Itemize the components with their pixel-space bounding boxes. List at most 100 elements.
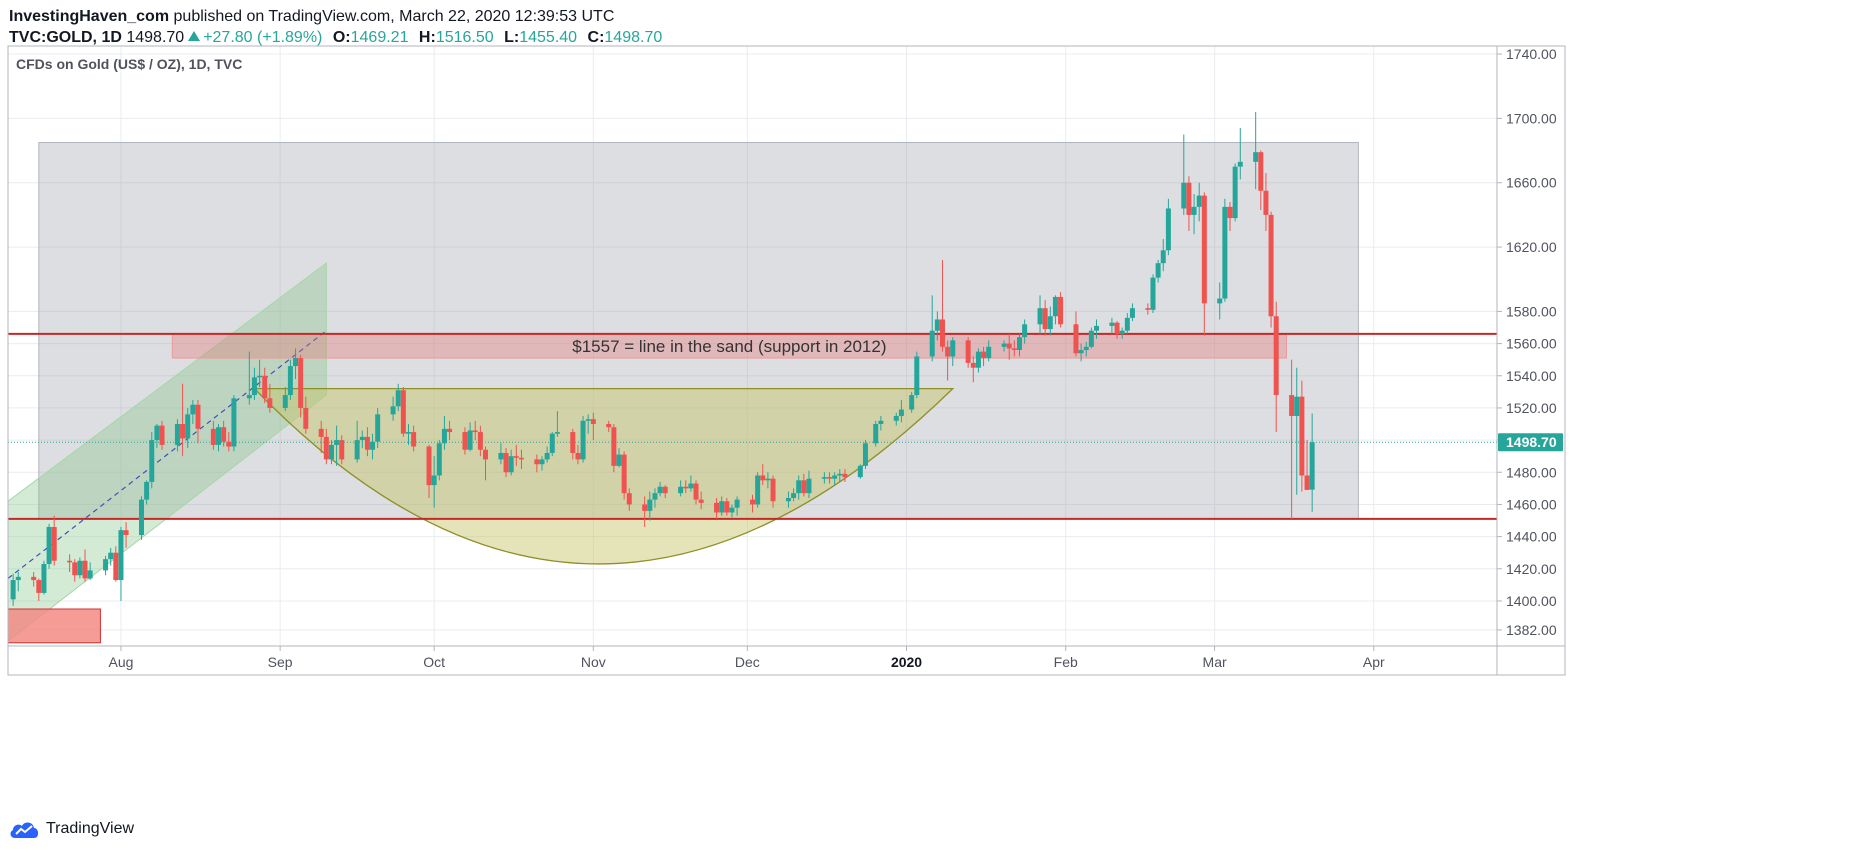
candle xyxy=(1109,317,1115,334)
candle xyxy=(1047,306,1053,336)
candle xyxy=(1155,259,1161,283)
candle-body xyxy=(729,507,735,513)
candle-body xyxy=(544,452,550,460)
candle-body xyxy=(103,559,109,571)
candle-body xyxy=(683,486,689,489)
candle xyxy=(400,387,406,437)
tradingview-label: TradingView xyxy=(46,820,135,837)
candle-body xyxy=(1160,250,1166,264)
candle xyxy=(893,412,899,426)
candle-body xyxy=(41,563,47,593)
candle xyxy=(1160,239,1166,272)
candle-body xyxy=(719,501,725,513)
candle xyxy=(123,522,129,548)
channel-midline xyxy=(8,330,327,579)
candle xyxy=(549,432,555,457)
candle xyxy=(293,348,299,379)
candle xyxy=(1299,380,1305,492)
candle xyxy=(436,440,442,481)
last-price-badge-label: 1498.70 xyxy=(1506,434,1557,450)
candle xyxy=(575,444,581,465)
footer-brand[interactable]: TradingView xyxy=(8,818,134,840)
candle-body xyxy=(395,390,401,407)
candle-body xyxy=(1304,475,1310,490)
candle-body xyxy=(441,428,447,444)
candle xyxy=(1124,313,1130,334)
time-tick-label: Feb xyxy=(1054,654,1078,670)
candle-body xyxy=(477,432,483,450)
candle xyxy=(51,515,57,566)
candle xyxy=(1073,311,1079,357)
candle xyxy=(1186,176,1192,231)
candle-body xyxy=(1299,396,1305,476)
candle-body xyxy=(298,358,304,408)
candle xyxy=(1114,321,1120,339)
candle-body xyxy=(10,580,16,600)
candle-body xyxy=(981,351,987,359)
candle xyxy=(246,351,252,405)
candle-body xyxy=(185,414,191,439)
candle-body xyxy=(647,499,653,511)
candle xyxy=(1258,150,1264,211)
price-tick-label: 1400.00 xyxy=(1506,593,1557,609)
candle-body xyxy=(1124,317,1130,331)
candle xyxy=(262,367,268,404)
candle-body xyxy=(118,530,124,581)
candle xyxy=(1001,340,1007,352)
candle-body xyxy=(1181,182,1187,209)
candle-body xyxy=(1083,346,1089,351)
candle-body xyxy=(246,395,252,399)
publisher-name[interactable]: InvestingHaven_com xyxy=(9,8,170,25)
candle xyxy=(1294,367,1300,495)
candle xyxy=(626,488,632,511)
candle-body xyxy=(231,398,237,447)
candle-body xyxy=(832,475,838,479)
candle xyxy=(642,496,648,527)
candle-body xyxy=(1227,206,1233,219)
candle-body xyxy=(262,375,268,399)
candle-body xyxy=(734,499,740,508)
published-text: published on TradingView.com, March 22, … xyxy=(173,8,615,25)
candle xyxy=(405,424,411,445)
price-tick-label: 1700.00 xyxy=(1506,110,1557,126)
candle xyxy=(354,420,360,463)
candle-body xyxy=(334,440,340,445)
candle xyxy=(621,451,627,500)
price-tick-label: 1560.00 xyxy=(1506,336,1557,352)
candle xyxy=(503,448,509,478)
candle-body xyxy=(1294,396,1300,416)
low-value: 1455.40 xyxy=(519,29,578,46)
candle-body xyxy=(1253,152,1259,162)
candle xyxy=(909,391,915,413)
candle-body xyxy=(965,340,971,363)
candle xyxy=(570,428,576,460)
high-label: H: xyxy=(418,29,436,46)
candle xyxy=(1016,333,1022,357)
candle-body xyxy=(970,362,976,368)
candle-body xyxy=(1222,206,1228,299)
candle xyxy=(1058,292,1064,328)
candle xyxy=(46,523,52,569)
candle xyxy=(580,415,586,463)
candle xyxy=(287,359,293,400)
candle-body xyxy=(293,358,299,367)
candle xyxy=(149,432,155,489)
red-box xyxy=(8,608,101,644)
candle-body xyxy=(678,486,684,494)
price-tick-label: 1440.00 xyxy=(1506,529,1557,545)
price-tick-label: 1460.00 xyxy=(1506,496,1557,512)
candle-body xyxy=(590,419,596,425)
price-tick-label: 1540.00 xyxy=(1506,368,1557,384)
price-change: +27.80 (+1.89%) xyxy=(203,29,323,46)
high-value: 1516.50 xyxy=(435,29,494,46)
candle xyxy=(226,432,232,452)
candle xyxy=(862,440,868,470)
candle xyxy=(113,546,119,582)
candle xyxy=(652,488,658,508)
time-tick-label: Nov xyxy=(581,654,606,670)
candle xyxy=(159,420,165,450)
candle-body xyxy=(518,457,524,460)
candle-body xyxy=(1217,298,1223,304)
time-tick-label: Sep xyxy=(268,654,293,670)
